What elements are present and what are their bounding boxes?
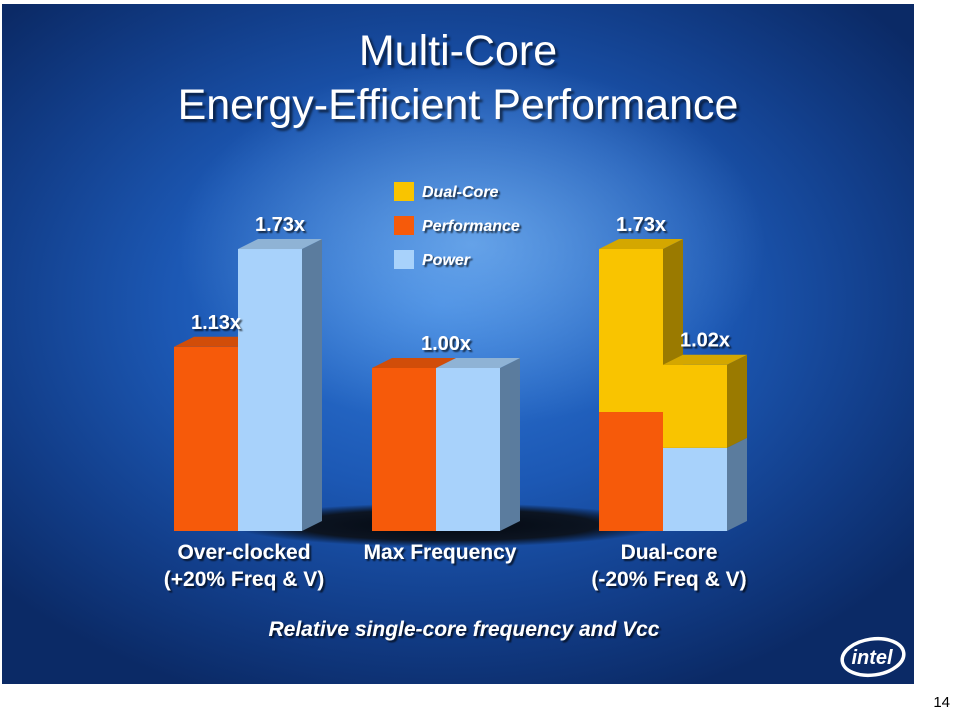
chart-caption: Relative single-core frequency and Vcc xyxy=(269,618,660,641)
category-label: Dual-core xyxy=(621,541,718,564)
intel-logo: intel xyxy=(840,636,906,678)
category-label: (-20% Freq & V) xyxy=(591,568,746,591)
category-label: Over-clocked xyxy=(177,541,310,564)
legend-label: Power xyxy=(422,252,471,269)
bar-top xyxy=(663,354,747,365)
category-label: Max Frequency xyxy=(364,541,517,564)
data-label: 1.00x xyxy=(421,333,471,355)
data-label: 1.02x xyxy=(680,330,730,352)
data-label: 1.73x xyxy=(255,214,305,236)
bar-chart: Dual-Core Performance Power 1.13x 1.73x Over… xyxy=(164,182,747,641)
bar-top xyxy=(436,358,520,368)
slide-subtitle: Energy-Efficient Performance xyxy=(177,81,739,129)
legend: Dual-Core Performance Power xyxy=(394,182,520,269)
legend-swatch xyxy=(394,216,414,235)
legend-swatch xyxy=(394,182,414,201)
legend-label: Performance xyxy=(422,218,520,235)
slide: Multi-Core Energy-Efficient Performance … xyxy=(2,4,914,684)
legend-swatch xyxy=(394,250,414,269)
data-label: 1.73x xyxy=(616,214,666,236)
bar-top xyxy=(599,239,683,250)
bar-segment-power xyxy=(238,239,322,531)
bar-segment-dual_core xyxy=(663,354,747,448)
page-number: 14 xyxy=(933,694,950,711)
bar-segment-power xyxy=(663,437,747,531)
svg-text:intel: intel xyxy=(851,647,893,669)
bar-top xyxy=(238,239,322,250)
legend-label: Dual-Core xyxy=(422,184,499,201)
bar-top xyxy=(372,358,456,368)
category-label: (+20% Freq & V) xyxy=(164,568,324,591)
slide-title: Multi-Core xyxy=(358,27,558,75)
data-label: 1.13x xyxy=(191,312,241,334)
bar-top xyxy=(174,336,258,347)
bar-segment-power xyxy=(436,358,520,531)
